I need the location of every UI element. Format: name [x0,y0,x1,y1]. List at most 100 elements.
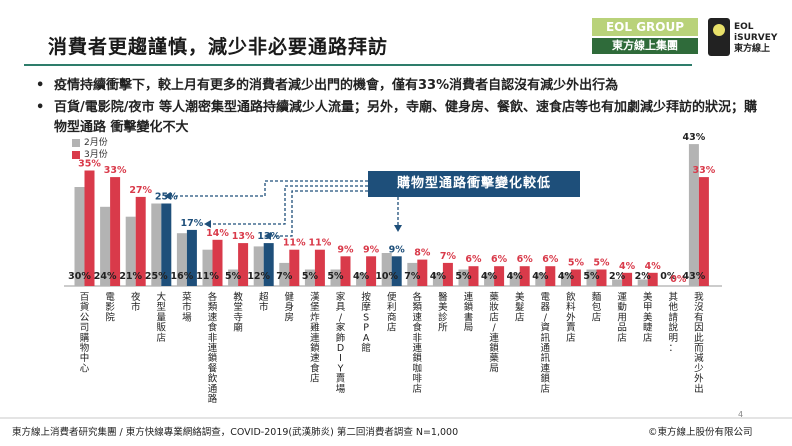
bar-feb-9 [304,269,315,286]
value-label-feb-7: 12% [247,271,270,282]
legend-label: 3月份 [84,150,108,160]
category-label-9: 漢堡炸雞連鎖速食店 [310,291,320,385]
bar-feb-10 [330,269,341,286]
bar-feb-24 [688,144,699,286]
bar-feb-20 [586,269,597,286]
bar-feb-11 [356,272,367,286]
category-label-8: 健身房 [285,291,295,323]
category-label-7: 超市 [259,291,269,313]
bar-feb-3 [151,203,162,286]
value-label-feb-20: 5% [583,271,600,282]
bullet-text: 百貨/電影院/夜市 等人潮密集型通路持續減少人流量；另外，寺廟、健身房、餐飲、速… [54,100,758,135]
legend-swatch [72,138,80,147]
bar-feb-5 [202,249,213,286]
bar-feb-7 [253,246,264,286]
value-label-feb-9: 5% [302,271,319,282]
bar-mar-5 [212,239,223,286]
bar-feb-15 [458,269,469,286]
bar-feb-4 [176,233,187,286]
bar-mar-14 [442,262,453,286]
bar-feb-22 [637,279,648,286]
bar-feb-2 [125,216,136,286]
legend-swatch [72,150,80,159]
value-label-mar-22: 4% [645,261,662,272]
category-label-16: 藥妝店/連鎖藥局 [489,291,499,374]
value-label-mar-16: 6% [491,254,508,265]
page-title: 消費者更趨謹慎，減少非必要通路拜訪 [48,36,389,58]
value-label-mar-24: 33% [693,165,716,176]
value-label-mar-18: 6% [542,254,559,265]
footer-source: 東方線上消費者研究集團 / 東方快線專業網絡調查，COVID-2019(武漢肺炎… [12,427,459,438]
value-label-mar-11: 9% [363,244,380,255]
bullet-text: 疫情持續衝擊下，較上月有更多的消費者減少出門的機會，僅有33%消費者自認沒有減少… [54,78,619,93]
value-label-mar-8: 11% [283,238,306,249]
eol-logo-bottom: 東方線上集團 [592,38,698,54]
legend-label: 2月份 [84,138,108,148]
value-label-feb-2: 21% [119,271,142,282]
isurvey-mascot-icon [708,18,730,56]
value-label-mar-20: 5% [593,258,610,269]
bar-feb-6 [228,269,239,286]
value-label-mar-5: 14% [206,228,229,239]
bullet-item: • 百貨/電影院/夜市 等人潮密集型通路持續減少人流量；另外，寺廟、健身房、餐飲… [32,98,762,138]
bar-feb-21 [612,279,623,286]
category-label-17: 美髮店 [515,291,525,323]
value-label-feb-21: 2% [609,271,626,282]
bullet-item: • 疫情持續衝擊下，較上月有更多的消費者減少出門的機會，僅有33%消費者自認沒有… [32,76,762,96]
category-label-6: 教堂寺廟 [233,291,243,334]
bar-mar-21 [622,272,633,286]
value-label-feb-16: 4% [481,271,498,282]
value-label-mar-12: 9% [389,244,406,255]
value-label-mar-19: 5% [568,258,585,269]
value-label-feb-18: 4% [532,271,549,282]
arrowhead-icon [164,192,171,200]
bar-mar-9 [314,249,325,286]
category-label-23: 其他請說明： [669,292,679,354]
category-label-0: 百貨公司購物中心 [80,292,90,374]
footer-copyright: ©東方線上股份有限公司 [648,427,753,438]
chart-legend: 2月份 3月份 [72,137,108,161]
value-label-feb-13: 7% [404,271,421,282]
bar-feb-17 [509,272,520,286]
bar-mar-7 [263,243,274,286]
callout-box: 購物型通路衝擊變化較低 [368,171,580,197]
bullet-dot-icon: • [36,100,45,115]
value-label-mar-2: 27% [129,185,152,196]
bar-mar-4 [186,229,197,286]
bar-mar-2 [135,196,146,286]
category-label-3: 大型量販店 [157,291,167,344]
value-label-mar-17: 6% [517,254,534,265]
category-label-10: 家具/家飾 D I Y 賣場 [336,291,346,395]
isurvey-line1: EOL [734,22,754,32]
category-label-11: 按摩 S P A 館 [361,291,371,354]
value-label-mar-14: 7% [440,251,457,262]
bar-mar-6 [238,243,249,286]
bar-feb-13 [407,262,418,286]
category-label-5: 各類速食非連鎖餐飲通路 [208,291,218,405]
value-label-feb-0: 30% [68,271,91,282]
bar-mar-19 [570,269,581,286]
isurvey-logo-text: EOL iSURVEY 東方線上 [734,22,777,55]
value-label-feb-10: 5% [327,271,344,282]
bar-mar-12 [391,256,402,286]
value-label-mar-1: 33% [104,165,127,176]
bar-mar-11 [366,256,377,286]
category-label-20: 麵包店 [592,291,602,323]
category-label-15: 連鎖書局 [464,291,474,334]
arrowhead-icon [264,232,271,240]
bar-mar-16 [494,266,505,286]
category-label-12: 便利商店 [387,291,397,334]
eol-group-logo: EOL GROUP 東方線上集團 [592,18,698,56]
legend-item-feb: 2月份 [72,137,108,149]
value-label-mar-0: 35% [78,159,101,170]
value-label-mar-13: 8% [414,248,431,259]
bar-feb-8 [279,262,290,286]
bar-mar-8 [289,249,300,286]
value-label-feb-6: 5% [225,271,242,282]
isurvey-line3: 東方線上 [734,44,771,54]
arrowhead-icon [204,220,211,228]
arrowhead-icon [394,225,402,232]
value-label-mar-15: 6% [465,254,482,265]
bar-mar-0 [84,170,95,286]
value-label-feb-8: 7% [276,271,293,282]
